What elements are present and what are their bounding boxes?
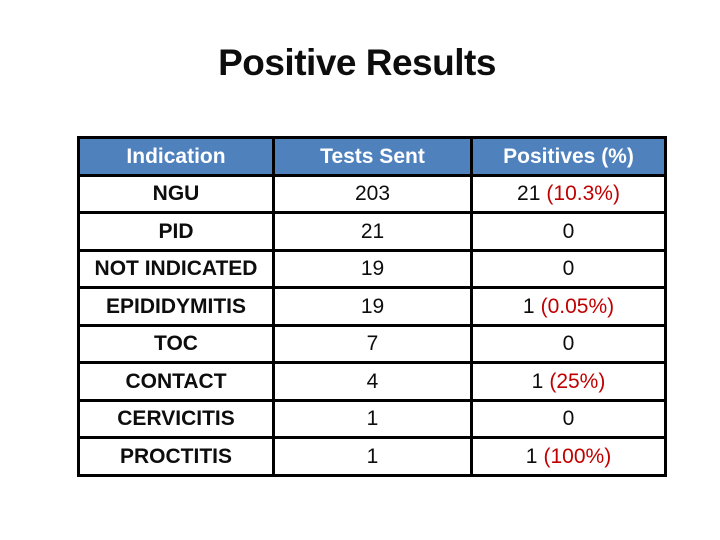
cell-positives: 21 (10.3%): [470, 173, 667, 214]
table-row: PID 21 0: [77, 211, 667, 252]
cell-positives: 1 (25%): [470, 361, 667, 402]
positives-percent: (10.3%): [546, 182, 620, 206]
table-row: NOT INDICATED 19 0: [77, 248, 667, 289]
positives-count: 0: [562, 219, 575, 243]
results-table: Indication Tests Sent Positives (%) NGU …: [77, 136, 667, 477]
cell-tests-sent: 1: [272, 398, 473, 439]
positives-count: 1: [525, 444, 538, 468]
cell-indication: CONTACT: [77, 361, 275, 402]
cell-tests-sent: 19: [272, 248, 473, 289]
cell-positives: 0: [470, 398, 667, 439]
cell-tests-sent: 21: [272, 211, 473, 252]
positives-count: 21: [517, 182, 541, 206]
cell-positives: 1 (0.05%): [470, 286, 667, 327]
cell-indication: EPIDIDYMITIS: [77, 286, 275, 327]
table-row: EPIDIDYMITIS 19 1 (0.05%): [77, 286, 667, 327]
cell-tests-sent: 7: [272, 323, 473, 364]
table-row: CONTACT 4 1 (25%): [77, 361, 667, 402]
positives-count: 1: [522, 294, 535, 318]
table-row: PROCTITIS 1 1 (100%): [77, 436, 667, 477]
cell-indication: NOT INDICATED: [77, 248, 275, 289]
column-header-positives: Positives (%): [470, 136, 667, 177]
table-header-row: Indication Tests Sent Positives (%): [77, 136, 667, 177]
positives-percent: (0.05%): [540, 294, 615, 318]
positives-count: 0: [562, 407, 575, 431]
cell-tests-sent: 1: [272, 436, 473, 477]
cell-indication: CERVICITIS: [77, 398, 275, 439]
cell-positives: 0: [470, 248, 667, 289]
positives-percent: (100%): [543, 444, 612, 468]
cell-tests-sent: 4: [272, 361, 473, 402]
cell-positives: 0: [470, 323, 667, 364]
positives-percent: (25%): [549, 369, 606, 393]
table-row: NGU 203 21 (10.3%): [77, 173, 667, 214]
column-header-indication: Indication: [77, 136, 275, 177]
cell-positives: 0: [470, 211, 667, 252]
cell-tests-sent: 203: [272, 173, 473, 214]
cell-indication: NGU: [77, 173, 275, 214]
cell-indication: TOC: [77, 323, 275, 364]
table-row: TOC 7 0: [77, 323, 667, 364]
table-row: CERVICITIS 1 0: [77, 398, 667, 439]
cell-indication: PID: [77, 211, 275, 252]
column-header-tests-sent: Tests Sent: [272, 136, 473, 177]
cell-positives: 1 (100%): [470, 436, 667, 477]
positives-count: 1: [531, 369, 544, 393]
cell-tests-sent: 19: [272, 286, 473, 327]
page-title: Positive Results: [218, 42, 496, 83]
positives-count: 0: [562, 332, 575, 356]
positives-count: 0: [562, 257, 575, 281]
cell-indication: PROCTITIS: [77, 436, 275, 477]
